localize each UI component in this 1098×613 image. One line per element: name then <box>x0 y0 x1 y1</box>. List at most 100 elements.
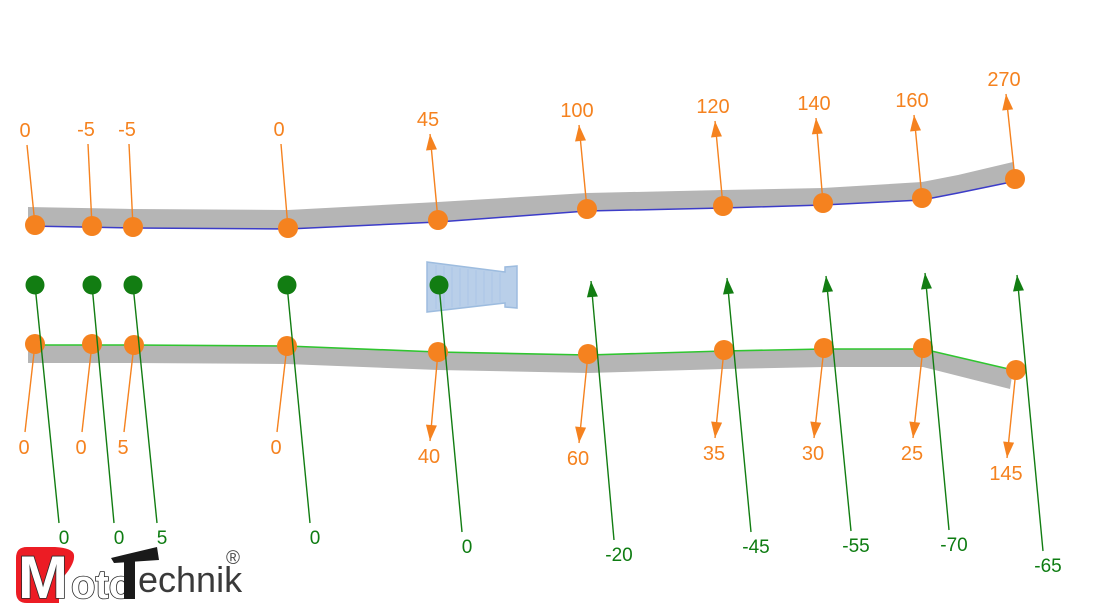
lower-green-label: 0 <box>310 528 321 549</box>
upper-point-line <box>280 143 289 229</box>
lower-green-label: -55 <box>842 536 869 557</box>
upper-point-label: 160 <box>895 90 928 112</box>
lower-orange-arrowhead <box>425 424 437 441</box>
upper-point-arrowhead <box>1002 94 1014 111</box>
logo-registered-mark: ® <box>226 548 240 569</box>
lower-green-line <box>438 284 463 533</box>
lower-orange-label: 35 <box>703 443 725 465</box>
upper-point-line <box>87 143 93 227</box>
upper-point-arrowhead <box>811 118 823 135</box>
lower-orange-label: 40 <box>418 446 440 468</box>
upper-point-label: -5 <box>77 119 95 141</box>
lower-orange-arrowhead <box>909 421 921 438</box>
lower-orange-arrowhead <box>1003 441 1015 458</box>
lower-orange-label: 0 <box>18 437 29 459</box>
lower-orange-line <box>24 343 36 433</box>
lower-profile-band <box>28 345 1013 389</box>
lower-orange-label: 25 <box>901 443 923 465</box>
lower-orange-arrowhead <box>810 421 822 438</box>
lower-orange-label: 0 <box>75 437 86 459</box>
lower-green-line <box>825 275 852 532</box>
lower-green-arrowhead <box>723 278 734 295</box>
lower-orange-label: 145 <box>989 463 1022 485</box>
lower-orange-dot <box>82 334 102 354</box>
upper-profile-blue-baseline <box>27 180 1017 230</box>
lower-green-line <box>34 284 60 524</box>
lower-orange-arrowhead <box>575 426 587 443</box>
upper-point-dot <box>278 218 298 238</box>
lower-orange-label: 60 <box>567 448 589 470</box>
mototechnik-logo: M oto echnik ® <box>16 543 243 608</box>
upper-point-label: 0 <box>273 119 284 141</box>
upper-point-dot <box>577 199 597 219</box>
upper-point-label: 270 <box>987 69 1020 91</box>
lower-green-line <box>590 280 615 541</box>
lower-green-arrowhead <box>921 273 932 290</box>
logo-letters-oto: oto <box>71 563 133 607</box>
upper-point-dot <box>713 196 733 216</box>
lower-orange-dot <box>428 342 448 362</box>
lower-orange-arrowhead <box>711 421 723 438</box>
lower-green-label: -65 <box>1034 556 1061 577</box>
lower-green-line <box>726 277 752 533</box>
logo-letters-echnik: echnik <box>138 559 243 600</box>
lower-orange-dot <box>714 340 734 360</box>
lower-orange-line <box>276 345 288 433</box>
upper-point-arrowhead <box>575 125 586 142</box>
upper-point-line <box>26 144 36 226</box>
lower-green-dot <box>82 275 102 295</box>
logo-red-swoosh <box>16 547 75 603</box>
upper-point-dot <box>912 188 932 208</box>
upper-point-label: 45 <box>417 109 439 131</box>
upper-point-arrowhead <box>711 121 722 138</box>
lower-green-dot <box>123 275 143 295</box>
upper-point-dot <box>123 217 143 237</box>
lower-orange-label: 5 <box>117 437 128 459</box>
lower-green-line <box>924 272 950 531</box>
lower-green-label: -70 <box>940 535 967 556</box>
lower-orange-dot <box>124 335 144 355</box>
lower-orange-dot <box>1006 360 1026 380</box>
lower-green-dot <box>25 275 45 295</box>
upper-point-dot <box>813 193 833 213</box>
upper-point-label: 0 <box>19 120 30 142</box>
upper-point-dot <box>1005 169 1025 189</box>
upper-point-dot <box>82 216 102 236</box>
lower-green-label: 0 <box>59 528 70 549</box>
lower-green-label: 0 <box>114 528 125 549</box>
lower-green-label: 5 <box>157 528 168 549</box>
upper-profile-band <box>28 162 1016 229</box>
lower-orange-label: 0 <box>270 437 281 459</box>
lower-green-label: -45 <box>742 537 769 558</box>
lower-green-arrowhead <box>586 281 598 298</box>
lower-green-label: -20 <box>605 545 632 566</box>
upper-point-label: 140 <box>797 93 830 115</box>
lower-orange-line <box>81 343 93 433</box>
lower-green-line <box>91 284 115 524</box>
upper-point-label: 120 <box>696 96 729 118</box>
lower-orange-dot <box>913 338 933 358</box>
lower-orange-dot <box>814 338 834 358</box>
upper-point-arrowhead <box>910 115 922 132</box>
lower-orange-dot <box>578 344 598 364</box>
upper-point-line <box>128 143 134 228</box>
lower-green-dot <box>277 275 297 295</box>
direction-wedge <box>426 261 518 313</box>
lower-green-line <box>286 284 311 524</box>
lower-green-dot <box>429 275 449 295</box>
upper-point-label: 100 <box>560 100 593 122</box>
logo-letter-m: M <box>18 544 68 608</box>
lower-green-line <box>1016 274 1044 552</box>
upper-point-dot <box>25 215 45 235</box>
upper-point-dot <box>428 210 448 230</box>
upper-point-arrowhead <box>426 134 437 151</box>
lower-green-line <box>132 284 158 524</box>
lower-green-arrowhead <box>822 276 834 293</box>
lower-orange-label: 30 <box>802 443 824 465</box>
lower-orange-line <box>123 344 135 433</box>
lower-green-label: 0 <box>462 537 473 558</box>
logo-letter-t-hammer <box>111 547 159 599</box>
upper-point-label: -5 <box>118 119 136 141</box>
